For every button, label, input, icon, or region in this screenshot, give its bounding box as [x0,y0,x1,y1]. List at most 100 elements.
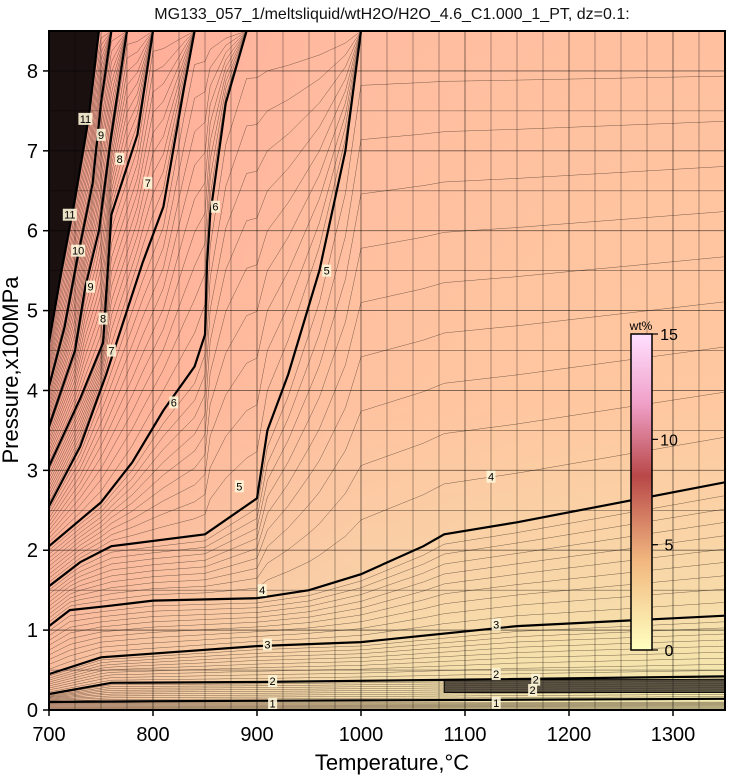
y-tick-label: 0 [27,700,38,722]
contour-label-text: 9 [88,282,94,294]
minor-contour [49,31,247,543]
contour-label-bg [262,638,272,651]
y-tick-label: 8 [27,61,38,83]
contour-label: 2 [531,673,541,687]
colorbar-tick-label: 15 [660,327,678,344]
contour-label-text: 3 [264,639,270,651]
contour-label-text: 2 [270,676,276,688]
colorbar: wt% 0 5 10 15 [629,319,678,660]
contour-level-4 [49,481,725,627]
contour-label-text: 1 [270,699,276,711]
minor-contour [49,31,128,391]
contour-label: 4 [257,584,267,597]
minor-contour [49,31,195,503]
contour-label-bg [98,312,108,325]
contour-label: 3 [491,618,501,632]
contour-label: 5 [234,480,244,493]
contour-label-bg [169,396,179,409]
contour-level-3 [49,614,725,676]
colorbar-gradient [630,333,653,651]
minor-contour [49,31,247,511]
minor-contour [49,31,195,475]
contour-label-text: 5 [236,481,242,493]
contour-label-bg [106,344,116,357]
minor-contour [49,31,247,523]
contour-label-bg [210,200,220,213]
contour-label-bg [62,208,77,221]
minor-contour [49,31,195,495]
contour-label: 3 [262,638,272,651]
minor-contour [49,31,128,419]
contour-label: 8 [98,312,108,326]
contour-label-text: 6 [212,202,218,214]
contour-label-text: 2 [493,669,499,681]
x-tick-label: 700 [32,724,65,746]
minor-contour [49,31,195,491]
minor-contour [49,31,128,395]
y-tick-label: 3 [27,460,38,482]
contour-level-11 [49,31,100,343]
minor-contour [49,31,247,519]
contour-label: 10 [71,244,86,258]
contour-label: 9 [86,280,96,294]
minor-contour [49,31,247,539]
contour-label: 2 [528,684,538,697]
contour-label: 1 [268,697,278,711]
x-tick-label: 1200 [547,724,592,746]
contour-level-6 [49,31,248,548]
contour-label-text: 2 [533,675,539,687]
minor-contour [49,31,247,531]
minor-contour [49,31,128,423]
contour-level-10 [49,31,113,387]
minor-contour [49,31,247,535]
grid-lines [49,31,725,710]
contour-label-text: 6 [171,397,177,409]
colorbar-tick-label: 5 [665,538,674,555]
contour-label-bg [86,280,96,293]
overlay-band [443,679,725,693]
contour-label-bg [486,470,496,483]
y-tick-label: 1 [27,620,38,642]
colorbar-title: wt% [629,319,653,333]
minor-contour [49,31,195,479]
contour-label: 6 [210,200,220,214]
contour-label: 2 [491,668,501,681]
contour-label-bg [491,618,501,631]
y-tick-label: 2 [27,540,38,562]
y-tick-label: 5 [27,301,38,323]
contour-label: 4 [486,470,496,484]
contour-label-bg [528,684,538,697]
contour-level-1 [49,697,725,704]
x-tick-label: 900 [240,724,273,746]
minor-contour [49,31,128,399]
contour-label: 11 [78,112,93,126]
contour-label-bg [531,673,541,686]
colorbar-tick-label: 0 [665,643,674,660]
contour-label-text: 1 [493,698,499,710]
contour-label-bg [268,697,278,710]
x-axis: 700 800 900 1000 1100 1200 1300 [32,710,695,746]
contour-label: 1 [491,696,501,710]
minor-contour [49,31,128,415]
contour-label-text: 11 [64,210,75,222]
contour-label: 6 [169,396,179,409]
minor-contour [49,31,128,411]
contour-label-text: 3 [493,620,499,632]
contour-level-5 [49,31,363,588]
contour-label-text: 8 [100,314,106,326]
minor-contour [49,31,247,515]
contour-label-bg [491,696,501,709]
x-tick-label: 1000 [339,724,384,746]
y-tick-label: 7 [27,141,38,163]
contour-label-bg [234,480,244,493]
contour-label: 9 [96,128,106,142]
x-tick-label: 800 [136,724,169,746]
contour-label: 11 [62,208,77,222]
contour-level-2 [49,675,725,696]
minor-contour [49,31,195,483]
contour-label-text: 8 [117,154,123,166]
contour-label-bg [268,675,278,688]
